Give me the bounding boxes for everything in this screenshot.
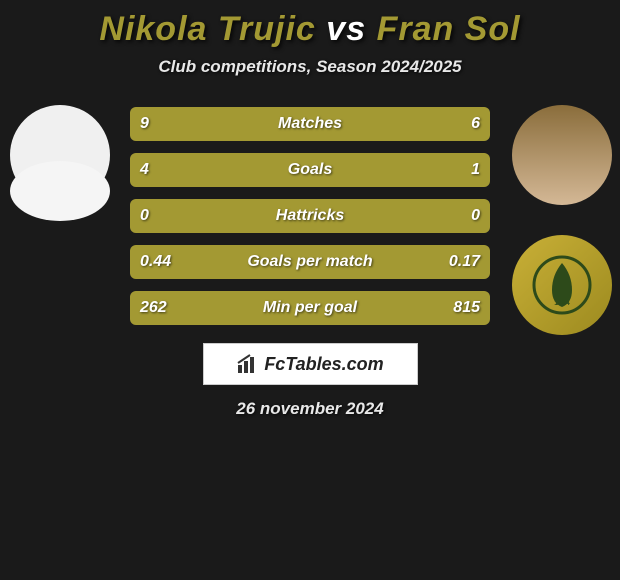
stat-bar-left: [130, 153, 418, 187]
svg-text:1994: 1994: [554, 300, 570, 307]
stat-value-left: 0: [140, 207, 149, 225]
stat-value-left: 0.44: [140, 253, 171, 271]
vs-text: vs: [326, 10, 366, 48]
stat-value-left: 9: [140, 115, 149, 133]
subtitle: Club competitions, Season 2024/2025: [0, 57, 620, 77]
player2-name: Fran Sol: [377, 10, 521, 48]
player2-avatar: [512, 105, 612, 205]
stat-row: 9 6 Matches: [130, 107, 490, 141]
stat-bar-right: [346, 107, 490, 141]
stat-label: Hattricks: [276, 207, 344, 225]
comparison-infographic: Nikola Trujic vs Fran Sol Club competiti…: [0, 0, 620, 419]
stat-row: 0.44 0.17 Goals per match: [130, 245, 490, 279]
stat-label: Min per goal: [263, 299, 357, 317]
stat-bars: 9 6 Matches 4 1 Goals 0 0 Hattricks 0.44 0.17 Goals…: [130, 107, 490, 325]
stat-value-right: 0.17: [449, 253, 480, 271]
stat-value-left: 262: [140, 299, 167, 317]
aek-logo-icon: 1994: [532, 255, 592, 315]
brand-box: FcTables.com: [203, 343, 418, 385]
stat-value-right: 1: [471, 161, 480, 179]
main-area: 1994 9 6 Matches 4 1 Goals 0 0 Hattricks 0.44 0.17…: [0, 107, 620, 419]
stat-row: 262 815 Min per goal: [130, 291, 490, 325]
stat-row: 4 1 Goals: [130, 153, 490, 187]
stat-label: Goals: [288, 161, 332, 179]
player1-name: Nikola Trujic: [99, 10, 315, 48]
stat-row: 0 0 Hattricks: [130, 199, 490, 233]
stat-value-right: 0: [471, 207, 480, 225]
chart-icon: [236, 353, 258, 375]
brand-text: FcTables.com: [264, 354, 383, 375]
stat-label: Goals per match: [247, 253, 372, 271]
page-title: Nikola Trujic vs Fran Sol: [0, 10, 620, 49]
stat-value-right: 815: [453, 299, 480, 317]
player1-team-badge: [10, 161, 110, 221]
stat-value-right: 6: [471, 115, 480, 133]
stat-label: Matches: [278, 115, 342, 133]
date-text: 26 november 2024: [0, 399, 620, 419]
stat-value-left: 4: [140, 161, 149, 179]
player2-team-badge: 1994: [512, 235, 612, 335]
